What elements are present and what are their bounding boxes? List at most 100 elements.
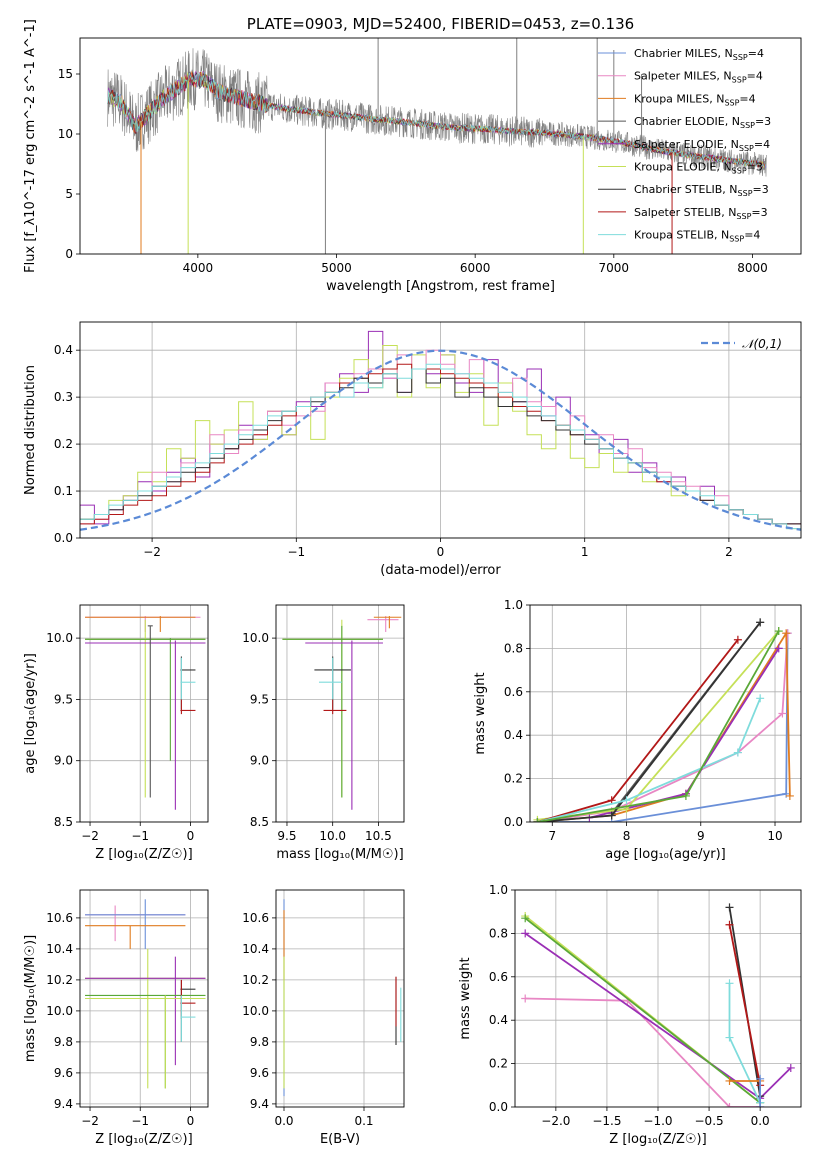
- mass-weight-marker: [725, 1033, 734, 1042]
- y-tick-label: 9.6: [54, 1066, 73, 1080]
- legend-entry: Kroupa MILES, NSSP=4: [634, 92, 756, 107]
- x-tick-label: 0: [187, 1114, 195, 1128]
- panel-mass_vs_z: −2 −1 0 9.4 9.6 9.8 10.0 10.2 10.4 10.6 Z [log₁₀(Z…: [23, 889, 209, 1147]
- x-tick-label: 0.1: [354, 1114, 373, 1128]
- mass-weight-line: [537, 697, 762, 822]
- y-tick-label: 0.2: [489, 1057, 508, 1071]
- y-tick-label: 9.8: [250, 1035, 269, 1049]
- y-tick-label: 10.0: [46, 1004, 73, 1018]
- mass-weight-marker: [756, 1103, 765, 1107]
- y-tick-label: 10.2: [46, 973, 73, 987]
- plot-area: [80, 605, 208, 822]
- x-tick-label: 1: [581, 545, 589, 559]
- x-tick-label: 0: [187, 829, 195, 843]
- panel-mass_weight_vs_z: −2.0 −1.5 −1.0 −0.5 0.0 0.0 0.2 0.4 0.6 0.8 1.0 Z […: [458, 883, 802, 1147]
- mass-weight-marker: [756, 1074, 765, 1083]
- y-tick-label: 10.6: [46, 911, 73, 925]
- plot-area: [80, 890, 208, 1107]
- x-axis-label: E(B-V): [320, 1132, 360, 1147]
- y-tick-label: 10.0: [242, 631, 269, 645]
- y-axis-label: Normed distribution: [23, 365, 38, 495]
- y-tick-label: 0.6: [489, 970, 508, 984]
- mass-weight-marker: [607, 811, 616, 820]
- x-tick-label: 0.0: [274, 1114, 293, 1128]
- mass-weight-line: [728, 924, 761, 1086]
- x-tick-label: 10.5: [365, 829, 392, 843]
- y-tick-label: 9.5: [250, 692, 269, 706]
- spectrum-model-line: [107, 72, 767, 168]
- x-tick-label: 8000: [737, 261, 768, 275]
- mass-weight-marker: [785, 791, 794, 800]
- y-tick-label: 0.0: [489, 1100, 508, 1114]
- y-tick-label: 0.2: [54, 437, 73, 451]
- y-tick-label: 0.6: [504, 685, 523, 699]
- plot-area: [276, 605, 404, 822]
- y-tick-label: 9.6: [250, 1066, 269, 1080]
- panel-mass_weight_vs_age: 7 8 9 10 0.0 0.2 0.4 0.6 0.8 1.0 age [log₁₀(age/yr…: [473, 598, 802, 862]
- y-tick-label: 0.0: [54, 531, 73, 545]
- x-axis-label: Z [log₁₀(Z/Z☉)]: [95, 1132, 192, 1147]
- x-tick-label: 10.0: [319, 829, 346, 843]
- spectrum-data-line: [107, 48, 767, 177]
- x-axis-label: mass [log₁₀(M/M☉)]: [276, 847, 403, 862]
- mass-weight-line: [537, 633, 789, 822]
- mass-weight-marker: [521, 994, 530, 1003]
- y-tick-label: 0.8: [489, 926, 508, 940]
- legend-entry: Chabrier MILES, NSSP=4: [634, 47, 764, 62]
- axes-frame: [275, 889, 405, 1108]
- legend: Chabrier MILES, NSSP=4 Salpeter MILES, NS…: [598, 47, 771, 244]
- mass-weight-marker: [725, 1076, 734, 1085]
- y-tick-label: 10: [58, 127, 73, 141]
- x-tick-label: 6000: [460, 261, 491, 275]
- y-tick-label: 9.5: [54, 692, 73, 706]
- panel-mass_vs_ebv: 0.0 0.1 9.4 9.6 9.8 10.0 10.2 10.4 10.6 E(B-V): [242, 889, 405, 1147]
- x-tick-label: −1.5: [592, 1114, 621, 1128]
- x-tick-label: 7: [548, 829, 556, 843]
- y-tick-label: 10.2: [242, 973, 269, 987]
- mass-weight-line: [537, 633, 789, 822]
- mass-weight-marker: [681, 791, 690, 800]
- y-tick-label: 5: [65, 187, 73, 201]
- panel-spectrum: 4000 5000 6000 7000 8000 0 5 10 15 wavelength [An…: [23, 15, 802, 294]
- legend-entry: Salpeter MILES, NSSP=4: [634, 70, 763, 85]
- y-tick-label: 15: [58, 67, 73, 81]
- histogram-step: [80, 345, 801, 538]
- axes-frame: [529, 604, 802, 823]
- legend-entry: Kroupa STELIB, NSSP=4: [634, 229, 760, 244]
- x-tick-label: −1: [131, 829, 149, 843]
- x-tick-label: 9: [697, 829, 705, 843]
- x-axis-label: age [log₁₀(age/yr)]: [605, 847, 726, 862]
- y-tick-label: 10.4: [242, 942, 269, 956]
- chart-title: PLATE=0903, MJD=52400, FIBERID=0453, z=0…: [247, 15, 634, 33]
- x-tick-label: 8: [623, 829, 631, 843]
- legend-entry: Chabrier STELIB, NSSP=3: [634, 183, 769, 198]
- legend-entry: Salpeter ELODIE, NSSP=4: [634, 138, 770, 153]
- axes-frame: [79, 889, 209, 1108]
- x-tick-label: −1.0: [643, 1114, 672, 1128]
- x-tick-label: −1: [131, 1114, 149, 1128]
- x-tick-label: −1: [287, 545, 305, 559]
- legend: 𝒩(0,1): [701, 337, 782, 351]
- x-tick-label: 4000: [183, 261, 214, 275]
- mass-weight-line: [537, 630, 780, 822]
- y-tick-label: 9.8: [54, 1035, 73, 1049]
- x-axis-label: Z [log₁₀(Z/Z☉)]: [609, 1132, 706, 1147]
- axes-frame: [79, 37, 802, 255]
- y-tick-label: 0.1: [54, 484, 73, 498]
- histogram-step: [80, 363, 801, 538]
- y-tick-label: 0.0: [504, 815, 523, 829]
- plot-area: [107, 38, 767, 254]
- mass-weight-marker: [725, 1103, 734, 1107]
- mass-weight-marker: [774, 627, 783, 636]
- mass-weight-marker: [756, 694, 765, 703]
- mass-weight-line: [524, 917, 761, 1104]
- x-axis-label: (data-model)/error: [380, 563, 501, 578]
- x-tick-label: 5000: [321, 261, 352, 275]
- mass-weight-marker: [725, 979, 734, 988]
- mass-weight-marker: [782, 629, 791, 638]
- legend-entry: Chabrier ELODIE, NSSP=3: [634, 115, 771, 130]
- plot-area: [276, 890, 404, 1107]
- mass-weight-marker: [725, 903, 734, 912]
- panel-age_vs_z: −2 −1 0 8.5 9.0 9.5 10.0 Z [log₁₀(Z/Z☉)] age [lo…: [23, 604, 209, 862]
